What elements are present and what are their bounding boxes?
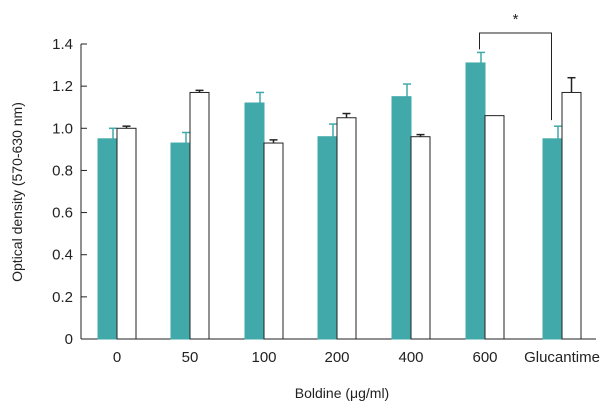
- significance-bracket: [479, 32, 552, 121]
- x-tick-label: 0: [113, 349, 121, 366]
- y-tick-label: 0.2: [52, 289, 73, 306]
- bar-series-1-50: [170, 142, 191, 340]
- bar-series-1-200: [317, 136, 338, 340]
- bar-series-2-200: [336, 117, 357, 340]
- bar-series-1-0: [97, 138, 118, 340]
- y-tick-label: 1.2: [52, 78, 73, 95]
- bar-series-2-100: [263, 142, 284, 340]
- x-axis-title: Boldine (μg/ml): [295, 385, 389, 401]
- bar-series-1-600: [465, 62, 486, 340]
- x-tick-label: 400: [398, 349, 423, 366]
- bars: [97, 51, 582, 340]
- x-tick-label: 200: [324, 349, 349, 366]
- y-tick-label: 0.4: [52, 247, 73, 264]
- y-tick-label: 0.8: [52, 162, 73, 179]
- bar-series-2-400: [410, 136, 431, 340]
- significance-star: *: [513, 11, 519, 28]
- x-tick-label: 600: [472, 349, 497, 366]
- y-ticks: 0 0.2 0.4 0.6 0.8 1.0 1.2 1.4: [52, 36, 87, 348]
- y-tick-label: 0.6: [52, 205, 73, 222]
- bar-series-2-50: [189, 91, 210, 340]
- significance-annotation: *: [479, 11, 552, 121]
- bar-series-1-400: [391, 96, 412, 340]
- y-tick-label: 1.0: [52, 120, 73, 137]
- bar-series-1-Glucantime: [542, 138, 563, 340]
- bar-series-2-0: [116, 127, 137, 340]
- bar-series-1-100: [244, 102, 265, 340]
- x-tick-label: 100: [251, 349, 276, 366]
- x-tick-label: 50: [182, 349, 199, 366]
- y-tick-label: 0: [65, 331, 73, 348]
- y-tick-label: 1.4: [52, 36, 73, 53]
- y-axis-title: Optical density (570-630 nm): [9, 102, 25, 282]
- x-tick-label: Glucantime: [524, 349, 600, 366]
- bar-series-2-600: [484, 115, 505, 340]
- bar-series-2-Glucantime: [561, 91, 582, 340]
- x-tick-labels: 0 50 100 200 400 600 Glucantime: [113, 349, 600, 366]
